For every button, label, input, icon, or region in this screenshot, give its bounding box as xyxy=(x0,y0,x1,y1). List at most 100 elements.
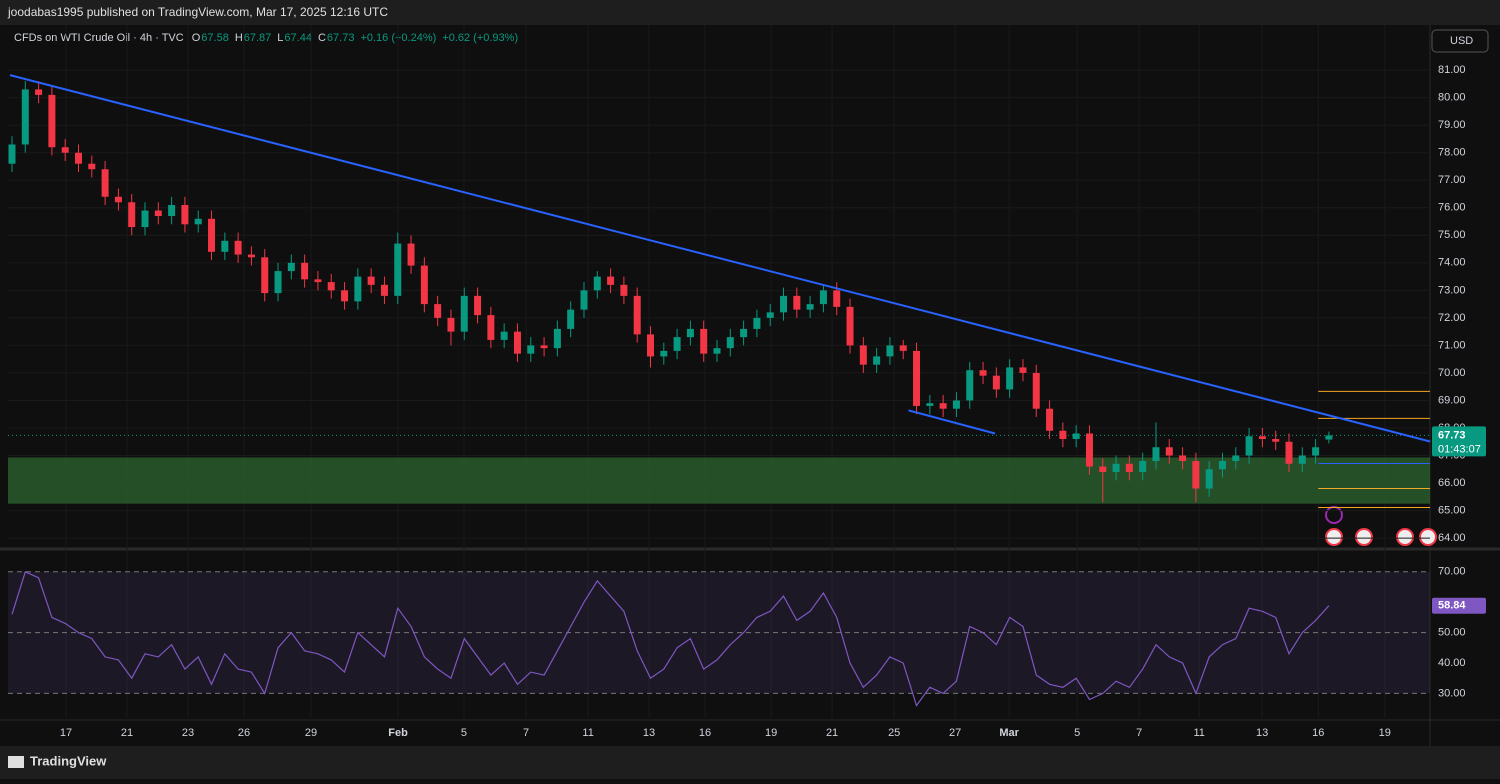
support-zone xyxy=(8,457,1430,504)
candle-body xyxy=(966,370,974,401)
x-tick-label: 11 xyxy=(1193,727,1204,739)
candle-body xyxy=(540,345,548,349)
candle-body xyxy=(580,290,588,310)
candle-body xyxy=(780,295,788,313)
candle-body xyxy=(1006,367,1014,390)
y-tick-label: 78.00 xyxy=(1438,147,1466,159)
candle-body xyxy=(434,304,442,318)
candle-body xyxy=(88,163,96,170)
legend-item: C xyxy=(318,32,326,44)
x-tick-label: Mar xyxy=(999,727,1019,739)
y-tick-label: 76.00 xyxy=(1438,202,1466,214)
candle-body xyxy=(1099,466,1107,473)
candle-body xyxy=(48,94,56,148)
candle-body xyxy=(567,309,575,329)
candle-body xyxy=(168,205,176,217)
x-tick-label: 23 xyxy=(182,727,194,739)
candle-body xyxy=(819,290,827,305)
logo xyxy=(8,756,24,768)
x-tick-label: 7 xyxy=(1136,727,1142,739)
candle-body xyxy=(873,356,881,365)
y-tick-label: 69.00 xyxy=(1438,394,1466,406)
candle-body xyxy=(1232,455,1240,462)
trendline xyxy=(9,74,1431,443)
x-tick-label: 21 xyxy=(121,727,133,739)
x-tick-label: Feb xyxy=(388,727,408,739)
candle-body xyxy=(341,290,349,302)
candle-body xyxy=(1085,433,1093,467)
y-tick-label: 65.00 xyxy=(1438,504,1466,516)
rsi-tick-label: 30.00 xyxy=(1438,687,1466,699)
candle-body xyxy=(1139,461,1147,473)
event-icon[interactable] xyxy=(1419,528,1437,546)
legend: CFDs on WTI Crude Oil · 4h · TVC O 67.58 H… xyxy=(14,32,518,44)
legend-item: +0.62 (+0.93%) xyxy=(442,32,518,44)
candle-body xyxy=(141,210,149,228)
candle-body xyxy=(61,147,69,153)
event-icon[interactable] xyxy=(1396,528,1414,546)
candle-body xyxy=(886,345,894,357)
candle-body xyxy=(833,290,841,307)
candle-body xyxy=(753,317,761,329)
candle-body xyxy=(913,350,921,406)
x-tick-label: 5 xyxy=(1074,727,1080,739)
legend-item: H xyxy=(235,32,243,44)
candle-body xyxy=(1285,441,1293,464)
rsi-tag xyxy=(1432,597,1486,614)
candle-body xyxy=(380,284,388,296)
event-icon[interactable] xyxy=(1355,528,1373,546)
price-tag-label: 67.73 xyxy=(1438,429,1466,441)
candle-body xyxy=(101,169,109,197)
legend-item: 67.58 xyxy=(201,32,229,44)
x-tick-label: 26 xyxy=(238,727,250,739)
candle-body xyxy=(1125,463,1133,473)
candle-body xyxy=(208,218,216,252)
candle-body xyxy=(553,328,561,349)
y-tick-label: 81.00 xyxy=(1438,64,1466,76)
candle-body xyxy=(713,348,721,354)
candle-body xyxy=(35,89,43,95)
price-tag xyxy=(1432,426,1486,457)
candle-body xyxy=(460,295,468,332)
x-tick-label: 7 xyxy=(523,727,529,739)
candle-body xyxy=(447,317,455,332)
candle-body xyxy=(221,240,229,252)
candle-body xyxy=(181,205,189,225)
candle-body xyxy=(1072,433,1080,439)
legend-item: 67.87 xyxy=(244,32,272,44)
candle-body xyxy=(1165,447,1173,456)
currency[interactable]: USD xyxy=(1450,35,1473,47)
candle-body xyxy=(1245,436,1253,456)
top-bar xyxy=(0,0,1500,25)
candle-body xyxy=(394,243,402,296)
x-tick-label: 29 xyxy=(305,727,317,739)
x-tick-label: 19 xyxy=(1379,727,1391,739)
candle-body xyxy=(114,196,122,203)
symbol: CFDs on WTI Crude Oil · 4h · TVC xyxy=(14,32,184,44)
candle-body xyxy=(247,254,255,258)
candle-body xyxy=(899,345,907,351)
candle-body xyxy=(301,262,309,280)
candle-body xyxy=(21,89,29,145)
candle-body xyxy=(1112,463,1120,473)
event-icon[interactable] xyxy=(1325,506,1343,524)
y-tick-label: 79.00 xyxy=(1438,119,1466,131)
candle-body xyxy=(926,403,934,406)
candle-body xyxy=(420,265,428,305)
y-tick-label: 64.00 xyxy=(1438,532,1466,544)
candle-body xyxy=(314,279,322,283)
candle-body xyxy=(1325,435,1333,440)
y-tick-label: 71.00 xyxy=(1438,339,1466,351)
footer xyxy=(0,746,1500,779)
candle-body xyxy=(620,284,628,296)
candle-body xyxy=(646,334,654,357)
candle-body xyxy=(487,315,495,340)
event-icon[interactable] xyxy=(1325,528,1343,546)
candle-body xyxy=(1192,461,1200,489)
candle-body xyxy=(194,218,202,225)
rsi-tag-label: 58.84 xyxy=(1438,600,1466,612)
candle-body xyxy=(607,276,615,285)
currency-button[interactable] xyxy=(1431,29,1489,53)
x-tick-label: 16 xyxy=(699,727,711,739)
